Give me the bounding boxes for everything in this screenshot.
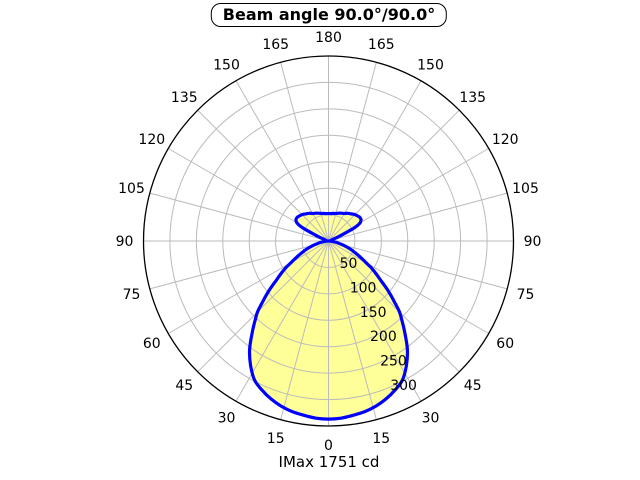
angle-grid-spoke (280, 62, 329, 242)
angle-grid-spoke (328, 240, 460, 373)
angle-tick-label: 105 (512, 181, 539, 197)
angle-grid-spoke (149, 192, 329, 242)
angle-tick-label: 105 (118, 181, 145, 197)
angle-tick-label: 75 (123, 287, 141, 303)
angle-tick-label: 90 (116, 234, 134, 250)
angle-grid-spoke (280, 240, 329, 420)
radius-tick-label: 300 (390, 378, 417, 394)
chart-title: Beam angle 90.0°/90.0° (210, 3, 448, 27)
angle-tick-label: 75 (517, 287, 535, 303)
radius-tick-label: 250 (380, 354, 407, 370)
angle-tick-label: 135 (459, 90, 486, 106)
angle-grid-spoke (149, 240, 329, 290)
radius-tick-label: 150 (360, 305, 387, 321)
angle-tick-label: 60 (143, 336, 161, 352)
angle-grid-spoke (197, 240, 329, 373)
angle-tick-label: 45 (175, 378, 193, 394)
angle-tick-label: 135 (171, 90, 198, 106)
angle-grid-spoke (168, 240, 329, 334)
angle-tick-label: 45 (464, 378, 482, 394)
radius-tick-label: 200 (370, 329, 397, 345)
angle-tick-label: 150 (417, 57, 444, 73)
angle-tick-label: 120 (138, 132, 165, 148)
beam-curve (247, 211, 410, 421)
angle-tick-label: 180 (315, 30, 342, 46)
angle-tick-label: 15 (267, 431, 285, 447)
angle-tick-label: 30 (218, 411, 236, 427)
angle-tick-label: 120 (492, 132, 519, 148)
angle-tick-label: 30 (422, 411, 440, 427)
angle-grid-spoke (328, 240, 489, 334)
angle-tick-label: 165 (368, 37, 395, 53)
angle-grid-spoke (328, 62, 377, 242)
imax-label: IMax 1751 cd (278, 453, 380, 471)
angle-tick-label: 150 (213, 57, 240, 73)
angle-tick-label: 0 (324, 438, 333, 454)
radius-tick-label: 50 (340, 256, 358, 272)
radius-tick-label: 100 (350, 280, 377, 296)
angle-grid-spoke (235, 80, 329, 242)
angle-grid-spoke (328, 240, 508, 290)
angle-grid-spoke (328, 192, 508, 242)
angle-tick-label: 90 (524, 234, 542, 250)
angle-grid-spoke (197, 109, 329, 242)
outer-circle (142, 55, 515, 427)
angle-tick-label: 15 (372, 431, 390, 447)
angle-grid-spoke (328, 240, 377, 420)
angle-grid-spoke (328, 80, 422, 242)
angle-grid-spoke (328, 109, 460, 242)
angle-tick-label: 60 (496, 336, 514, 352)
angle-tick-label: 165 (262, 37, 289, 53)
